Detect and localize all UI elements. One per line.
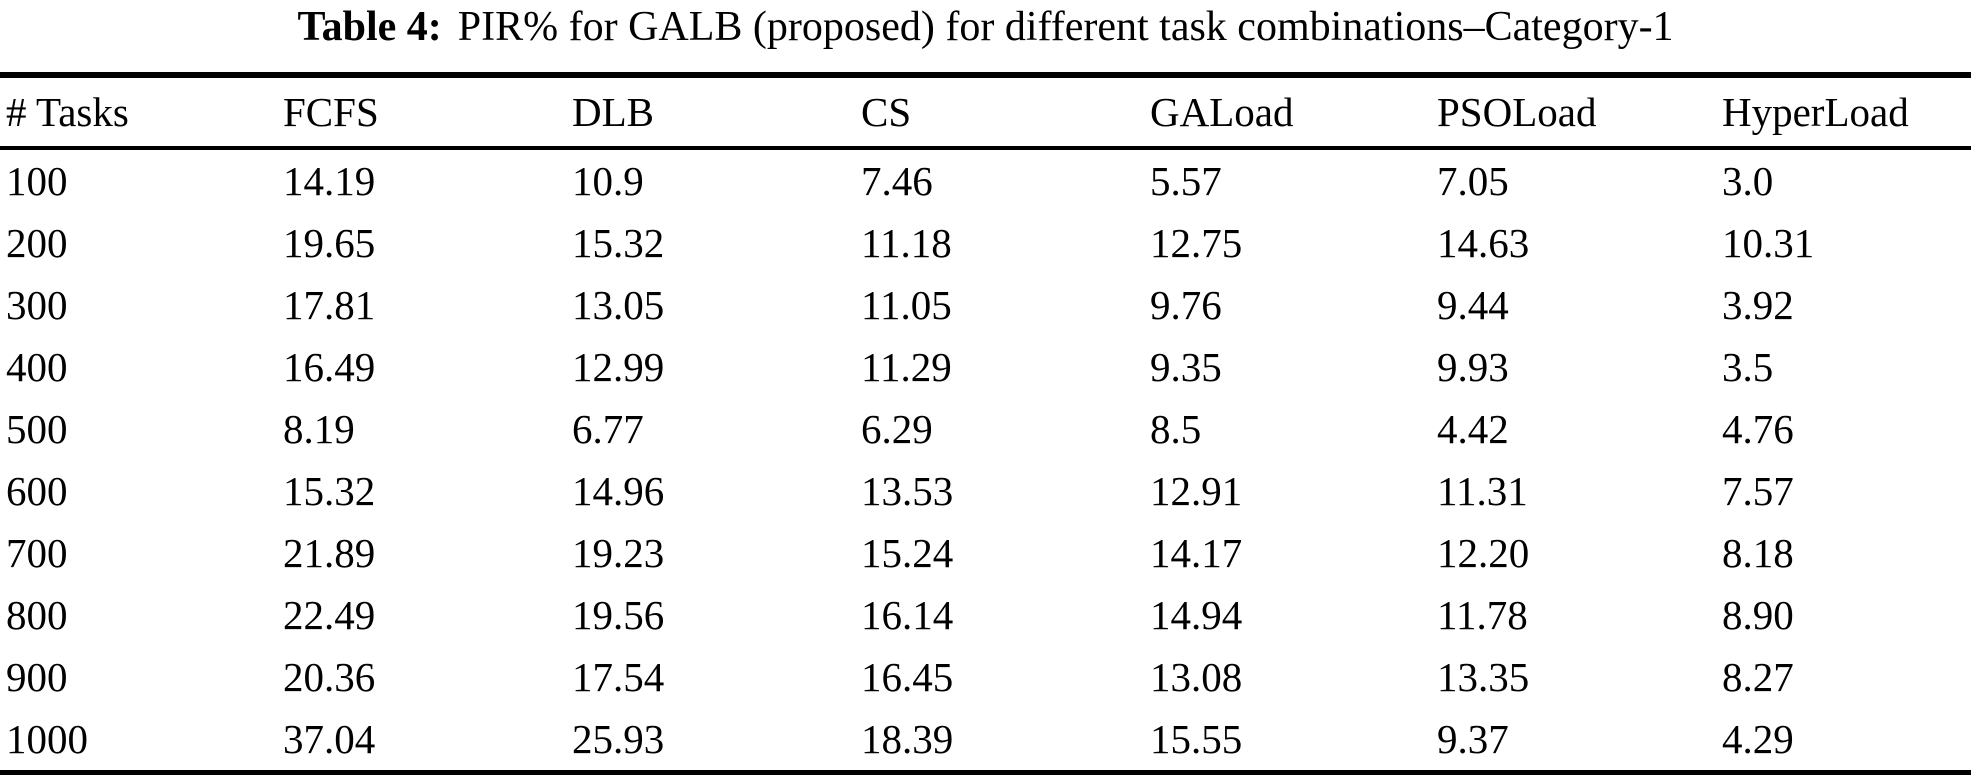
table-caption-text: PIR% for GALB (proposed) for different t… xyxy=(457,4,1674,50)
table-cell: 12.99 xyxy=(572,344,665,390)
table-cell: 7.46 xyxy=(861,158,933,204)
table-cell: 13.35 xyxy=(1437,654,1530,700)
table-cell: 3.0 xyxy=(1722,158,1774,204)
table-cell: 9.35 xyxy=(1150,344,1222,390)
table-cell: 13.05 xyxy=(572,282,665,328)
table-cell: 3.92 xyxy=(1722,282,1794,328)
table-cell: 4.42 xyxy=(1437,406,1509,452)
table-cell: 15.32 xyxy=(283,468,376,514)
table-cell: 11.78 xyxy=(1437,592,1528,638)
table-row: 700 21.89 19.23 15.24 14.17 12.20 8.18 xyxy=(0,522,1971,584)
table-cell: 3.5 xyxy=(1722,344,1774,390)
table-cell: 9.76 xyxy=(1150,282,1222,328)
table-cell: 5.57 xyxy=(1150,158,1222,204)
table-cell: 12.75 xyxy=(1150,220,1243,266)
table-row: 600 15.32 14.96 13.53 12.91 11.31 7.57 xyxy=(0,460,1971,522)
table-cell: 12.91 xyxy=(1150,468,1243,514)
table-row: 900 20.36 17.54 16.45 13.08 13.35 8.27 xyxy=(0,646,1971,708)
table-row: 800 22.49 19.56 16.14 14.94 11.78 8.90 xyxy=(0,584,1971,646)
pir-results-table: # Tasks FCFS DLB CS GALoad PSOLoad Hyper… xyxy=(0,72,1971,775)
table-cell: 19.23 xyxy=(572,530,665,576)
table-header-row: # Tasks FCFS DLB CS GALoad PSOLoad Hyper… xyxy=(0,75,1971,150)
table-row: 500 8.19 6.77 6.29 8.5 4.42 4.76 xyxy=(0,398,1971,460)
table-cell: 16.49 xyxy=(283,344,376,390)
table-cell: 21.89 xyxy=(283,530,376,576)
table-cell: 8.5 xyxy=(1150,406,1202,452)
table-cell-tasks: 800 xyxy=(6,592,68,638)
table-cell: 17.54 xyxy=(572,654,665,700)
table-cell-tasks: 600 xyxy=(6,468,68,514)
table-cell: 4.76 xyxy=(1722,406,1794,452)
table-cell-tasks: 500 xyxy=(6,406,68,452)
table-cell: 14.96 xyxy=(572,468,665,514)
table-cell: 11.18 xyxy=(861,220,952,266)
column-header-dlb: DLB xyxy=(572,75,861,150)
table-cell: 15.32 xyxy=(572,220,665,266)
table-cell-tasks: 100 xyxy=(6,158,68,204)
table-cell: 37.04 xyxy=(283,716,376,762)
table-cell: 18.39 xyxy=(861,716,954,762)
column-header-fcfs: FCFS xyxy=(283,75,572,150)
table-cell: 22.49 xyxy=(283,592,376,638)
column-header-gaload: GALoad xyxy=(1150,75,1437,150)
table-cell: 10.9 xyxy=(572,158,644,204)
column-header-hyperload: HyperLoad xyxy=(1722,75,1971,150)
table-row: 200 19.65 15.32 11.18 12.75 14.63 10.31 xyxy=(0,212,1971,274)
table-row: 300 17.81 13.05 11.05 9.76 9.44 3.92 xyxy=(0,274,1971,336)
table-cell: 19.65 xyxy=(283,220,376,266)
table-cell-tasks: 200 xyxy=(6,220,68,266)
table-caption: Table 4: PIR% for GALB (proposed) for di… xyxy=(0,0,1971,72)
column-header-cs: CS xyxy=(861,75,1150,150)
table-cell: 9.37 xyxy=(1437,716,1509,762)
table-cell: 6.77 xyxy=(572,406,644,452)
table-cell: 8.18 xyxy=(1722,530,1794,576)
table-cell: 14.63 xyxy=(1437,220,1530,266)
table-cell: 17.81 xyxy=(283,282,376,328)
table-cell: 12.20 xyxy=(1437,530,1530,576)
table-cell: 13.53 xyxy=(861,468,954,514)
table-cell: 9.44 xyxy=(1437,282,1509,328)
table-cell: 4.29 xyxy=(1722,716,1794,762)
table-cell: 14.19 xyxy=(283,158,376,204)
table-cell: 7.57 xyxy=(1722,468,1794,514)
table-caption-label: Table 4: xyxy=(297,4,442,50)
table-cell: 11.05 xyxy=(861,282,952,328)
table-cell-tasks: 900 xyxy=(6,654,68,700)
table-cell: 11.29 xyxy=(861,344,952,390)
table-cell: 7.05 xyxy=(1437,158,1509,204)
table-cell: 19.56 xyxy=(572,592,665,638)
table-cell: 14.94 xyxy=(1150,592,1243,638)
table-cell: 8.90 xyxy=(1722,592,1794,638)
table-cell-tasks: 400 xyxy=(6,344,68,390)
table-cell: 10.31 xyxy=(1722,220,1815,266)
table-cell-tasks: 300 xyxy=(6,282,68,328)
column-header-psoload: PSOLoad xyxy=(1437,75,1722,150)
table-cell: 9.93 xyxy=(1437,344,1509,390)
table-cell: 16.14 xyxy=(861,592,954,638)
table-cell: 20.36 xyxy=(283,654,376,700)
table-cell: 11.31 xyxy=(1437,468,1528,514)
table-cell: 14.17 xyxy=(1150,530,1243,576)
table-cell-tasks: 700 xyxy=(6,530,68,576)
table-row: 100 14.19 10.9 7.46 5.57 7.05 3.0 xyxy=(0,148,1971,212)
table-row: 1000 37.04 25.93 18.39 15.55 9.37 4.29 xyxy=(0,708,1971,773)
column-header-tasks: # Tasks xyxy=(0,75,283,150)
table-cell: 13.08 xyxy=(1150,654,1243,700)
table-cell: 8.27 xyxy=(1722,654,1794,700)
table-row: 400 16.49 12.99 11.29 9.35 9.93 3.5 xyxy=(0,336,1971,398)
table-cell: 25.93 xyxy=(572,716,665,762)
table-cell: 16.45 xyxy=(861,654,954,700)
table-cell: 15.24 xyxy=(861,530,954,576)
table-cell: 6.29 xyxy=(861,406,933,452)
table-cell: 15.55 xyxy=(1150,716,1243,762)
table-cell: 8.19 xyxy=(283,406,355,452)
table-cell-tasks: 1000 xyxy=(6,716,88,762)
